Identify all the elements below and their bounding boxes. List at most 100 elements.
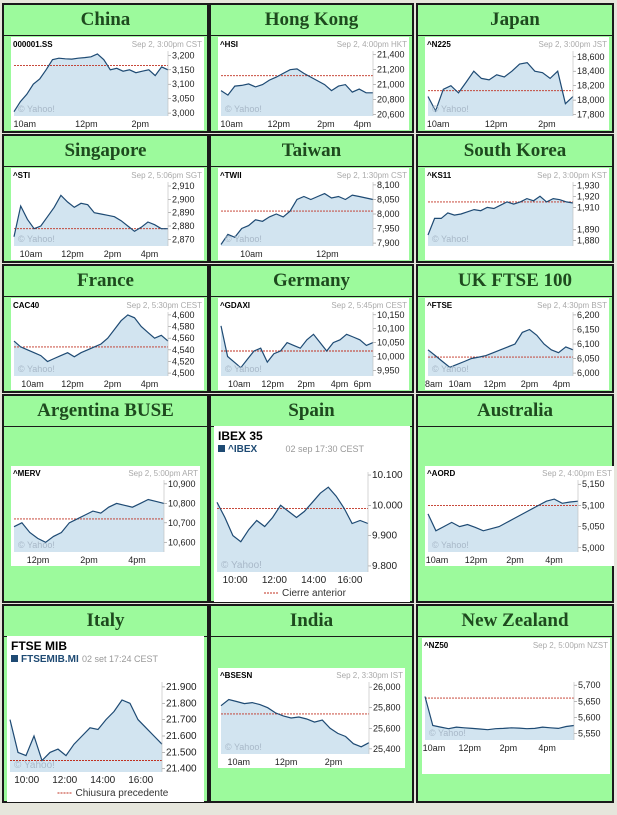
chart-germany[interactable]: ^GDAXI Sep 2, 5:45pm CEST © Yahoo! 10,150 10…: [218, 298, 409, 390]
market-title: China: [4, 5, 207, 36]
index-name: FTSE MIB: [11, 639, 67, 653]
chart-new-zealand[interactable]: ^NZ50 Sep 2, 5:00pm NZST © Yahoo! 5,700 5,65…: [422, 638, 610, 774]
price-line: [13, 194, 168, 237]
x-tick-label: 2pm: [297, 379, 315, 389]
ticker-label: ^HSI: [220, 40, 238, 49]
y-tick-label: 5,700: [578, 680, 601, 690]
x-tick-label: 2pm: [538, 119, 556, 129]
x-tick-label: 4pm: [538, 743, 556, 753]
ticker-label: CAC40: [13, 301, 40, 310]
chart-taiwan[interactable]: ^TWII Sep 2, 1:30pm CST © Yahoo! 8,100 8,050…: [218, 168, 409, 260]
y-tick-label: 9.900: [372, 531, 397, 542]
price-line: [13, 314, 169, 363]
chart-singapore[interactable]: ^STI Sep 2, 5:06pm SGT © Yahoo! 2,910 2,900 2…: [11, 168, 204, 260]
x-tick-label: 12pm: [27, 555, 50, 565]
y-tick-label: 25,800: [373, 703, 401, 713]
y-tick-label: 21,400: [377, 50, 405, 60]
ticker-label: ^N225: [427, 40, 451, 49]
y-tick-label: 4,520: [172, 356, 195, 366]
x-tick-label: 12pm: [61, 249, 84, 259]
chart-spain[interactable]: IBEX 35 ^IBEX 02 sep 17:30 CEST Cierre ante…: [214, 426, 410, 602]
y-tick-label: 3,050: [172, 94, 195, 104]
market-title: Argentina BUSE: [4, 396, 207, 427]
ticker-label: ^NZ50: [424, 641, 449, 650]
x-tick-label: 6pm: [354, 379, 372, 389]
y-tick-label: 6,150: [577, 324, 600, 334]
yahoo-watermark: © Yahoo!: [221, 560, 262, 571]
x-tick-label: 12pm: [485, 119, 508, 129]
timestamp: 02 sep 17:30 CEST: [285, 444, 364, 454]
x-tick-label: 4pm: [331, 379, 349, 389]
chart-australia[interactable]: ^AORD Sep 2, 4:00pm EST © Yahoo! 5,150 5,100…: [425, 466, 614, 566]
timestamp: Sep 2, 5:00pm NZST: [533, 641, 608, 650]
y-tick-label: 4,500: [172, 368, 195, 378]
y-tick-label: 8,100: [377, 180, 400, 190]
market-title: Singapore: [4, 136, 207, 167]
y-tick-label: 2,870: [172, 234, 195, 244]
y-tick-label: 9,950: [377, 365, 400, 375]
x-tick-label: 2pm: [521, 379, 539, 389]
y-tick-label: 7,950: [377, 224, 400, 234]
timestamp: Sep 2, 4:30pm BST: [537, 301, 607, 310]
chart-south-korea[interactable]: ^KS11 Sep 2, 3:00pm KST © Yahoo! 1,930 1,920…: [425, 168, 609, 260]
market-cell-argentina-buse: Argentina BUSE ^MERV Sep 2, 5:00pm ART © Ya…: [2, 394, 209, 603]
price-line: [424, 696, 575, 731]
yahoo-watermark: © Yahoo!: [432, 540, 469, 550]
y-tick-label: 10.100: [372, 470, 403, 481]
chart-france[interactable]: CAC40 Sep 2, 5:30pm CEST © Yahoo! 4,600 4,58…: [11, 298, 204, 390]
chart-china[interactable]: 000001.SS Sep 2, 3:00pm CST © Yahoo! 3,200 3…: [11, 37, 204, 130]
x-tick-label: 2pm: [104, 379, 122, 389]
price-line: [427, 195, 574, 236]
chart-japan[interactable]: ^N225 Sep 2, 3:00pm JST © Yahoo! 18,600 18,4…: [425, 37, 609, 130]
chart-uk-ftse-100[interactable]: ^FTSE Sep 2, 4:30pm BST © Yahoo! 6,200 6,150…: [425, 298, 609, 390]
y-tick-label: 26,000: [373, 682, 401, 692]
price-area: [221, 193, 373, 246]
y-tick-label: 18,200: [577, 81, 605, 91]
x-tick-label: 2pm: [506, 555, 524, 565]
ticker-label: ^BSESN: [220, 671, 252, 680]
y-tick-label: 1,930: [577, 180, 600, 190]
y-tick-label: 8,000: [377, 209, 400, 219]
y-tick-label: 4,540: [172, 345, 195, 355]
market-title: Taiwan: [211, 136, 412, 167]
ticker-label: ^STI: [13, 171, 30, 180]
yahoo-watermark: © Yahoo!: [225, 364, 262, 374]
x-tick-label: 10am: [427, 119, 450, 129]
chart-argentina-buse[interactable]: ^MERV Sep 2, 5:00pm ART © Yahoo! 10,900 10,8…: [11, 466, 200, 566]
yahoo-watermark: © Yahoo!: [225, 234, 262, 244]
x-tick-label: 12pm: [458, 743, 481, 753]
y-tick-label: 5,000: [582, 543, 605, 553]
timestamp: Sep 2, 3:30pm IST: [336, 671, 403, 680]
y-tick-label: 2,890: [172, 208, 195, 218]
y-tick-label: 3,100: [172, 79, 195, 89]
y-tick-label: 3,200: [172, 50, 195, 60]
ticker-label: 000001.SS: [13, 40, 53, 49]
market-title: Spain: [211, 396, 412, 427]
x-tick-label: 10am: [240, 249, 263, 259]
ticker-label: ^MERV: [13, 469, 41, 478]
price-line: [13, 53, 169, 113]
market-title: Hong Kong: [211, 5, 412, 36]
market-cell-germany: Germany ^GDAXI Sep 2, 5:45pm CEST © Yahoo! 1…: [209, 264, 414, 393]
chart-italy[interactable]: FTSE MIB FTSEMIB.MI 02 set 17:24 CEST Chius…: [7, 636, 204, 802]
timestamp: Sep 2, 3:00pm JST: [539, 40, 608, 49]
price-area: [14, 314, 168, 376]
chart-india[interactable]: ^BSESN Sep 2, 3:30pm IST © Yahoo! 26,000 25,…: [218, 668, 405, 768]
x-tick-label: 10:00: [223, 575, 248, 586]
x-tick-label: 4pm: [141, 249, 159, 259]
x-tick-label: 2pm: [500, 743, 518, 753]
timestamp: Sep 2, 5:45pm CEST: [331, 301, 407, 310]
x-tick-label: 4pm: [141, 379, 159, 389]
market-cell-uk-ftse-100: UK FTSE 100 ^FTSE Sep 2, 4:30pm BST © Yahoo…: [416, 264, 614, 393]
price-line: [9, 699, 163, 762]
market-title: New Zealand: [418, 606, 612, 637]
x-tick-label: 4pm: [553, 379, 571, 389]
y-tick-label: 5,550: [578, 729, 601, 739]
price-line: [220, 68, 373, 96]
y-tick-label: 2,900: [172, 194, 195, 204]
price-line: [216, 486, 369, 543]
chart-hong-kong[interactable]: ^HSI Sep 2, 4:00pm HKT © Yahoo! 21,400 21,20…: [218, 37, 409, 130]
market-cell-japan: Japan ^N225 Sep 2, 3:00pm JST © Yahoo! 18,60…: [416, 3, 614, 133]
y-tick-label: 10,700: [168, 518, 196, 528]
